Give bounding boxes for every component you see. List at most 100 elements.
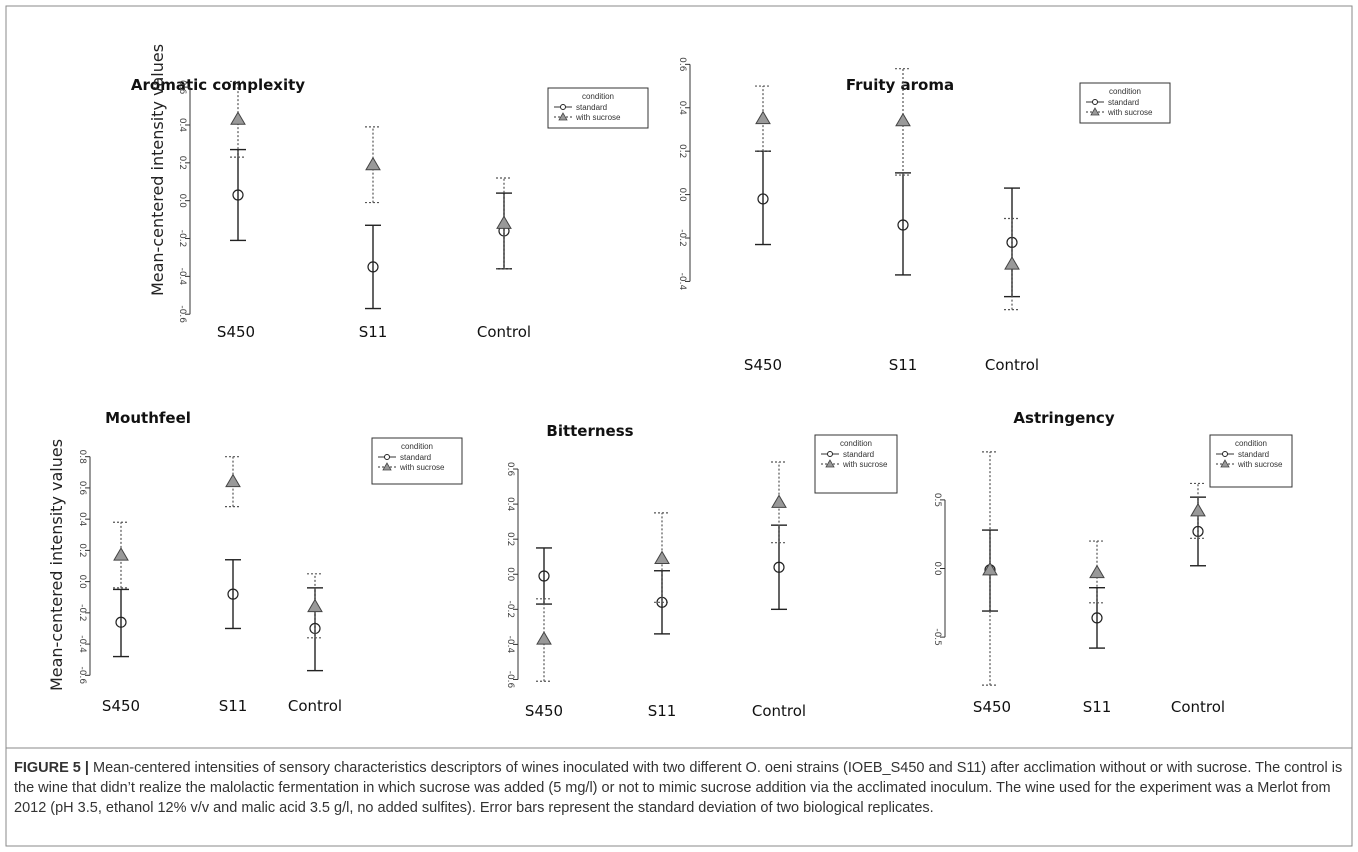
legend-box xyxy=(1209,434,1293,488)
legend-marker-triangle xyxy=(1220,459,1230,468)
data-point-standard xyxy=(773,561,785,573)
data-point-with-sucrose xyxy=(982,561,998,576)
legend-entry-label: with sucrose xyxy=(1107,108,1153,117)
y-tick-label: 0.2 xyxy=(177,156,187,170)
y-tick-label: 0.0 xyxy=(677,187,687,202)
data-point-with-sucrose xyxy=(1190,502,1206,517)
chart-panel-2: Fruity aroma -0.4 -0.2 0.0 0.2 0.4 0.6 S450 S11 C… xyxy=(677,57,1171,374)
legend-title: condition xyxy=(1109,87,1141,96)
x-tick-label: S450 xyxy=(973,698,1011,716)
legend-entry-label: with sucrose xyxy=(842,460,888,469)
data-point-with-sucrose xyxy=(654,550,670,564)
y-tick-label: 0.0 xyxy=(505,567,515,582)
legend-entry-label: standard xyxy=(843,450,874,459)
x-tick-label: S450 xyxy=(217,323,255,341)
legend-entry-label: with sucrose xyxy=(575,113,621,122)
data-point-with-sucrose xyxy=(496,215,512,229)
y-tick-label: 0.6 xyxy=(677,57,687,72)
y-tick-label: 0.6 xyxy=(77,481,87,496)
figure-caption: FIGURE 5 | Mean-centered intensities of … xyxy=(14,758,1350,818)
data-point-with-sucrose xyxy=(895,112,911,127)
legend-title: condition xyxy=(1235,439,1267,448)
y-tick-label: 0.8 xyxy=(77,450,87,465)
legend-marker-circle xyxy=(1222,451,1228,457)
figure-frame xyxy=(5,5,1353,847)
y-tick-label: -0.6 xyxy=(77,667,87,685)
legend-marker-triangle xyxy=(382,462,392,471)
y-tick-label: -0.2 xyxy=(77,604,87,622)
chart-panel-5: Astringency -0.5 0.0 0.5 S450 S11 Control condi… xyxy=(932,409,1293,716)
caption-text: Mean-centered intensities of sensory cha… xyxy=(14,760,1343,816)
legend-title: condition xyxy=(582,92,614,101)
data-point-with-sucrose xyxy=(225,473,241,488)
legend-marker-circle xyxy=(384,454,390,460)
data-point-with-sucrose xyxy=(307,598,323,613)
data-point-standard xyxy=(232,189,244,201)
chart-title: Mouthfeel xyxy=(105,409,191,427)
y-tick-label: 0.4 xyxy=(177,118,187,133)
y-tick-label: 0.6 xyxy=(177,80,187,95)
x-tick-label: S11 xyxy=(359,323,388,341)
chart-panel-3: Mouthfeel Mean-centered intensity values -… xyxy=(47,409,463,715)
y-tick-label: 0.5 xyxy=(932,493,942,507)
data-point-with-sucrose xyxy=(536,631,552,645)
y-tick-label: -0.2 xyxy=(505,601,515,619)
data-point-with-sucrose xyxy=(1089,564,1105,579)
x-tick-label: Control xyxy=(288,697,342,715)
y-tick-label: -0.2 xyxy=(677,229,687,247)
y-tick-label: 0.2 xyxy=(677,144,687,158)
legend-marker-triangle xyxy=(558,112,568,121)
legend-box xyxy=(371,437,463,485)
legend-marker-triangle xyxy=(1090,107,1100,116)
chart-panel-4: Bitterness -0.6 -0.4 -0.2 0.0 0.2 0.4 0.6 S450 S1… xyxy=(505,422,898,720)
x-tick-label: Control xyxy=(1171,698,1225,716)
data-point-with-sucrose xyxy=(771,494,787,508)
data-point-with-sucrose xyxy=(230,111,246,125)
y-axis-label: Mean-centered intensity values xyxy=(47,439,66,691)
legend-entry-label: standard xyxy=(1108,98,1139,107)
y-axis-label: Mean-centered intensity values xyxy=(148,44,167,296)
y-tick-label: -0.4 xyxy=(77,635,87,653)
y-tick-label: 0.4 xyxy=(77,512,87,527)
data-point-standard xyxy=(897,219,909,231)
x-tick-label: S11 xyxy=(1083,698,1112,716)
data-point-standard xyxy=(538,570,550,582)
x-tick-label: S11 xyxy=(889,356,918,374)
y-tick-label: -0.4 xyxy=(505,636,515,654)
y-tick-label: 0.0 xyxy=(932,561,942,576)
legend-entry-label: standard xyxy=(576,103,607,112)
data-point-with-sucrose xyxy=(113,547,129,561)
y-tick-label: -0.6 xyxy=(505,671,515,689)
y-tick-label: 0.2 xyxy=(77,543,87,557)
x-tick-label: S450 xyxy=(525,702,563,720)
y-tick-label: 0.4 xyxy=(677,101,687,116)
legend-entry-label: standard xyxy=(400,453,431,462)
y-tick-label: 0.2 xyxy=(505,532,515,546)
y-tick-label: -0.4 xyxy=(177,268,187,286)
data-point-standard xyxy=(1091,612,1103,624)
legend-entry-label: standard xyxy=(1238,450,1269,459)
y-tick-label: -0.5 xyxy=(932,628,942,646)
y-tick-label: -0.2 xyxy=(177,230,187,248)
chart-title: Bitterness xyxy=(546,422,633,440)
y-tick-label: -0.6 xyxy=(177,305,187,323)
y-tick-label: 0.0 xyxy=(177,194,187,209)
chart-title: Fruity aroma xyxy=(846,76,954,94)
y-tick-label: 0.6 xyxy=(505,462,515,477)
data-point-with-sucrose xyxy=(1004,256,1020,270)
y-tick-label: -0.4 xyxy=(677,273,687,291)
y-tick-label: 0.0 xyxy=(77,574,87,589)
legend-title: condition xyxy=(401,442,433,451)
chart-title: Astringency xyxy=(1013,409,1114,427)
x-tick-label: Control xyxy=(985,356,1039,374)
data-point-standard xyxy=(757,193,769,205)
x-tick-label: S11 xyxy=(219,697,248,715)
x-tick-label: Control xyxy=(477,323,531,341)
legend-entry-label: with sucrose xyxy=(1237,460,1283,469)
